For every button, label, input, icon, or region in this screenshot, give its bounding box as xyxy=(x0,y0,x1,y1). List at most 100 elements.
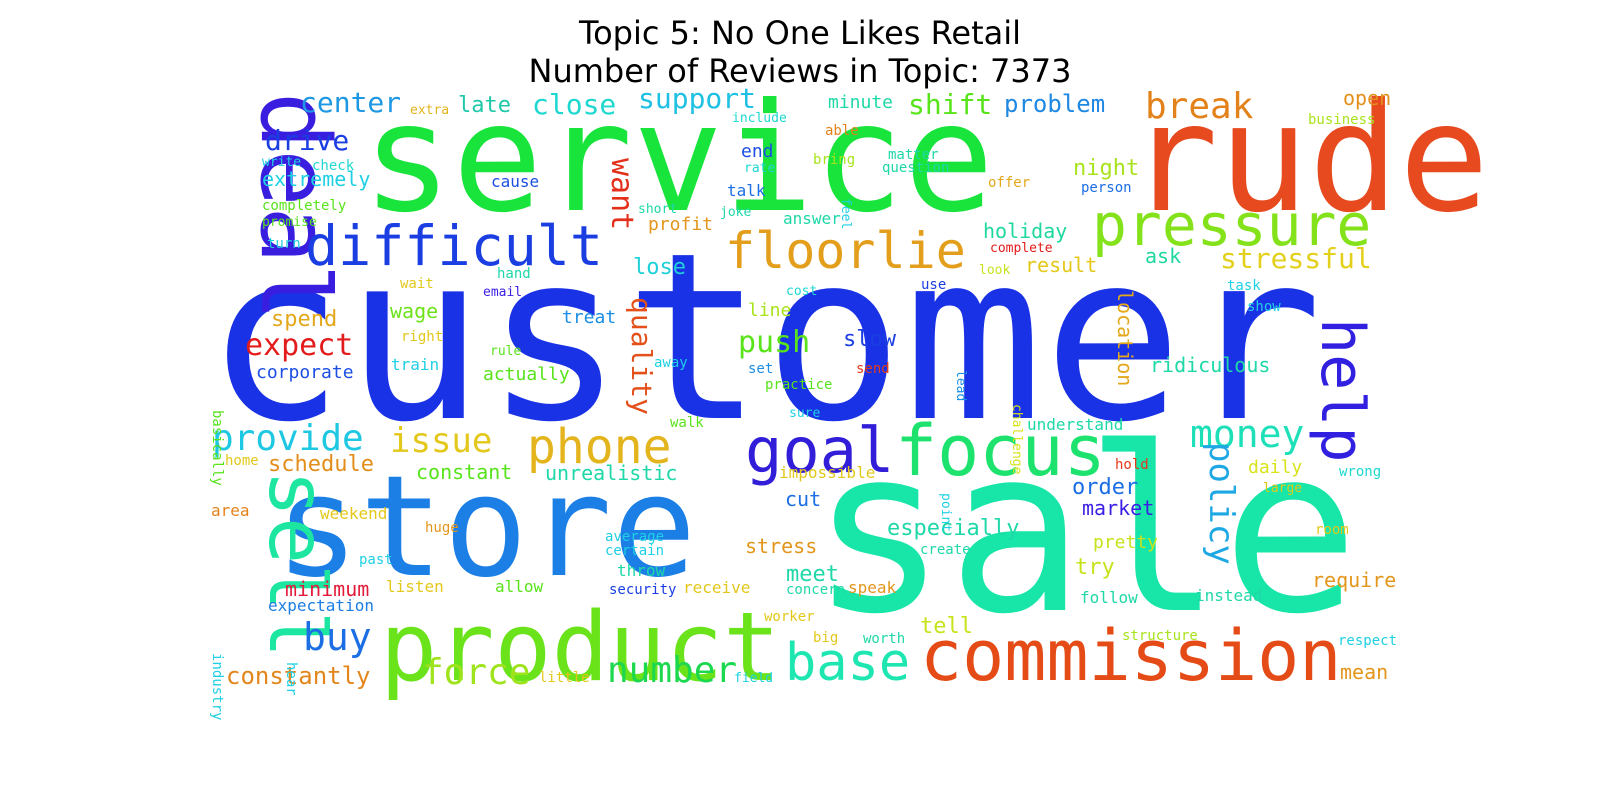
word-stress: stress xyxy=(745,534,817,558)
word-challenge: challenge xyxy=(1009,404,1024,475)
word-stressful: stressful xyxy=(1220,242,1372,275)
word-constant: constant xyxy=(416,460,512,484)
word-complete: complete xyxy=(990,241,1053,256)
word-create: create xyxy=(920,542,971,558)
word-follow: follow xyxy=(1080,588,1138,607)
word-show: show xyxy=(1247,299,1281,315)
word-pressure: pressure xyxy=(1092,191,1371,259)
word-receive: receive xyxy=(683,578,750,597)
word-bring: bring xyxy=(813,152,855,168)
word-matter: matter xyxy=(888,147,939,163)
word-industry: industry xyxy=(209,653,225,720)
word-big: big xyxy=(813,630,838,646)
word-rate: rate xyxy=(744,161,775,176)
word-late: late xyxy=(458,93,511,118)
word-instead: instead xyxy=(1195,586,1262,605)
word-mean: mean xyxy=(1340,660,1388,684)
word-service: service xyxy=(362,72,994,246)
word-little: little xyxy=(539,670,590,686)
word-use: use xyxy=(921,277,946,293)
word-minimum: minimum xyxy=(285,577,369,601)
word-walk: walk xyxy=(670,415,704,431)
word-store: store xyxy=(275,446,696,609)
word-promise: promise xyxy=(262,215,317,230)
word-basically: basically xyxy=(209,410,225,486)
word-send: send xyxy=(856,361,890,377)
word-home: home xyxy=(225,453,259,469)
word-provide: provide xyxy=(212,418,364,459)
word-look: look xyxy=(979,263,1010,278)
word-listen: listen xyxy=(386,577,444,596)
word-force: force xyxy=(422,652,530,693)
word-extra: extra xyxy=(410,103,449,118)
word-expect: expect xyxy=(245,328,353,363)
word-average: average xyxy=(605,529,664,545)
word-right: right xyxy=(401,329,443,345)
word-goal: goal xyxy=(745,414,894,487)
word-point: point xyxy=(938,493,953,532)
word-line: line xyxy=(748,300,791,321)
word-allow: allow xyxy=(495,577,544,596)
word-shift: shift xyxy=(908,88,992,121)
word-able: able xyxy=(825,123,859,139)
word-hold: hold xyxy=(1115,457,1149,473)
word-extremely: extremely xyxy=(262,167,370,191)
word-impossible: impossible xyxy=(779,463,875,482)
word-ask: ask xyxy=(1145,244,1181,268)
word-cut: cut xyxy=(785,487,821,511)
word-number: number xyxy=(607,650,737,691)
word-base: base xyxy=(785,633,910,693)
word-field: field xyxy=(734,671,773,686)
word-concern: concern xyxy=(786,582,845,598)
word-minute: minute xyxy=(828,92,893,113)
word-certain: certain xyxy=(605,543,664,559)
word-rude: rude xyxy=(1128,72,1489,246)
word-profit: profit xyxy=(648,214,713,235)
word-end: end xyxy=(741,141,774,162)
word-pretty: pretty xyxy=(1093,532,1158,553)
word-set: set xyxy=(748,361,773,377)
word-money: money xyxy=(1190,412,1304,456)
word-question: question xyxy=(882,160,949,176)
word-person: person xyxy=(1081,180,1132,196)
word-support: support xyxy=(638,82,756,115)
word-ridiculous: ridiculous xyxy=(1150,353,1270,377)
word-meet: meet xyxy=(786,562,839,587)
word-task: task xyxy=(1227,278,1261,294)
word-center: center xyxy=(300,86,401,119)
word-email: email xyxy=(483,285,522,300)
word-location: location xyxy=(1113,290,1137,386)
word-focus: focus xyxy=(895,410,1106,492)
word-worker: worker xyxy=(764,609,815,625)
word-spend: spend xyxy=(271,307,337,332)
word-corporate: corporate xyxy=(256,362,354,383)
word-write: write xyxy=(262,155,301,170)
word-short: short xyxy=(638,202,677,217)
chart-title: Topic 5: No One Likes Retail xyxy=(578,14,1022,52)
word-past: past xyxy=(359,552,393,568)
word-unrealistic: unrealistic xyxy=(545,461,677,485)
word-floorlie: floorlie xyxy=(725,222,966,280)
word-weekend: weekend xyxy=(320,504,387,523)
word-phone: phone xyxy=(527,419,672,475)
word-help: help xyxy=(1307,318,1377,463)
word-market: market xyxy=(1082,496,1154,520)
word-difficult: difficult xyxy=(305,214,603,278)
word-close: close xyxy=(532,88,616,121)
word-tell: tell xyxy=(920,614,973,639)
word-talk: talk xyxy=(727,181,766,200)
word-customer: customer xyxy=(205,203,1322,473)
word-slow: slow xyxy=(843,327,897,352)
word-joke: joke xyxy=(720,205,751,220)
word-away: away xyxy=(654,355,688,371)
word-sale: sale xyxy=(810,398,1359,664)
word-sure: sure xyxy=(789,406,820,421)
word-push: push xyxy=(738,325,810,360)
word-daily: daily xyxy=(1248,457,1302,478)
word-quality: quality xyxy=(625,297,658,415)
word-hear: hear xyxy=(283,662,299,696)
word-structure: structure xyxy=(1122,628,1198,644)
word-lead: lead xyxy=(953,370,968,401)
word-result: result xyxy=(1025,253,1097,277)
